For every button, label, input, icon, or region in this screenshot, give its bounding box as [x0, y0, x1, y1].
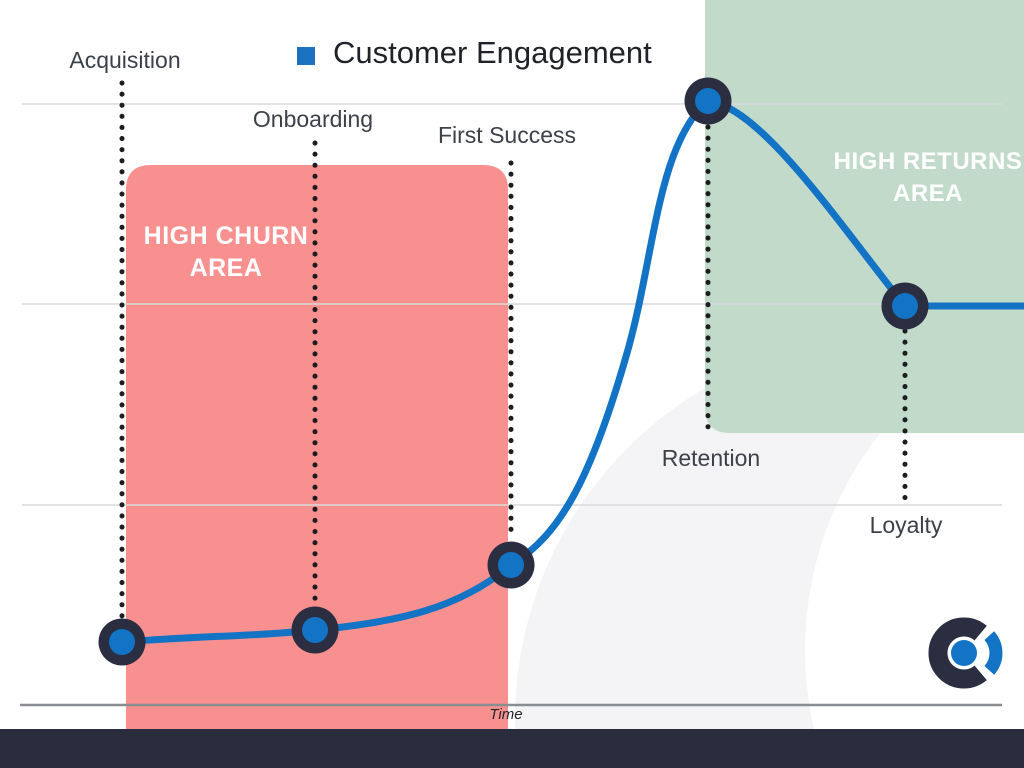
legend: Customer Engagement [297, 35, 652, 70]
stage-guide-lines [119, 80, 908, 619]
logo-dark-ring [928, 617, 987, 689]
footer-bar [0, 729, 1024, 768]
logo-blue-dot [951, 640, 977, 666]
high-returns-line1: HIGH RETURNS [833, 148, 1023, 175]
logo-blue-arc [984, 631, 1003, 675]
data-point-markers [98, 77, 929, 666]
data-point-inner-2 [498, 552, 524, 578]
stage-label-acquisition: Acquisition [69, 47, 181, 73]
high-returns-area-label: HIGH RETURNS AREA [834, 146, 1023, 210]
data-point-inner-0 [109, 629, 135, 655]
high-returns-line2: AREA [892, 180, 964, 207]
stage-label-onboarding: Onboarding [252, 106, 374, 132]
legend-swatch-icon [297, 47, 315, 65]
high-churn-area-label: HIGH CHURN AREA [144, 220, 309, 284]
stage-label-first-success: First Success [437, 122, 577, 148]
data-point-inner-3 [695, 88, 721, 114]
high-churn-area-region [126, 165, 508, 729]
high-returns-area-region [705, 0, 1024, 433]
high-churn-line1: HIGH CHURN [143, 222, 309, 250]
high-churn-line2: AREA [189, 254, 263, 282]
data-point-inner-1 [302, 617, 328, 643]
stage-label-retention: Retention [661, 445, 761, 471]
stage-label-loyalty: Loyalty [869, 512, 943, 538]
x-axis-title: Time [489, 706, 523, 723]
legend-series-label: Customer Engagement [333, 35, 652, 70]
brand-logo-icon [928, 617, 1003, 689]
data-point-inner-4 [892, 293, 918, 319]
